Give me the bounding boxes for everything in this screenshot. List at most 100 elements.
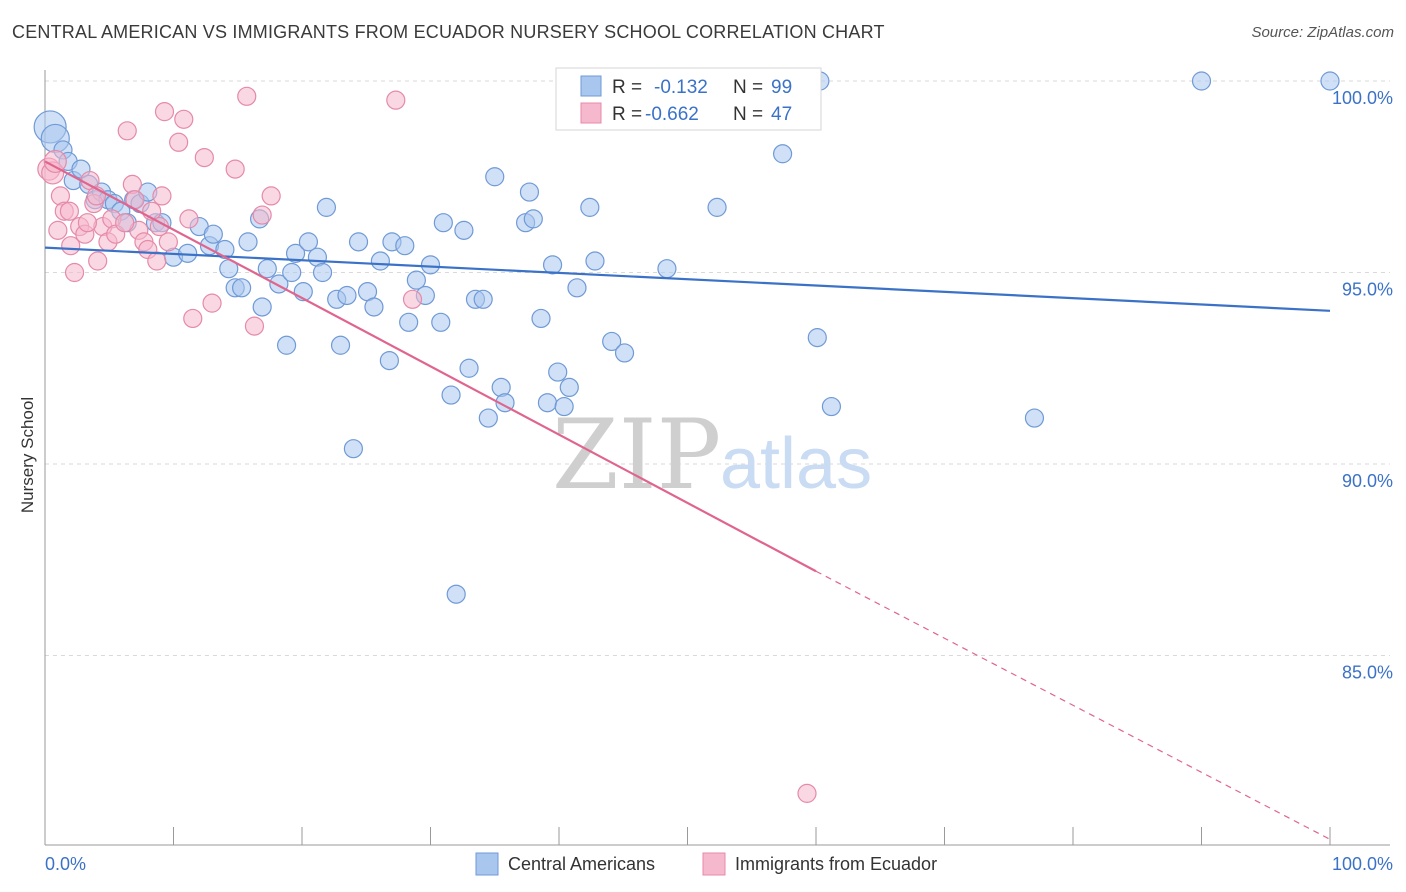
point-central-americans	[454, 220, 474, 240]
data-points	[33, 71, 1340, 803]
point-central-americans	[316, 197, 337, 217]
point-central-americans	[370, 251, 390, 271]
point-central-americans	[252, 297, 272, 317]
point-central-americans	[395, 236, 415, 256]
axes: 100.0% 95.0% 90.0% 85.0% 0.0% 100.0%	[44, 70, 1393, 874]
legend-swatch-pink	[580, 102, 602, 124]
watermark: ZIP atlas	[552, 399, 872, 511]
x-tick-label: 0.0%	[45, 854, 86, 874]
point-immigrants-ecuador	[158, 232, 178, 252]
point-immigrants-ecuador	[386, 90, 406, 110]
point-central-americans	[203, 224, 223, 244]
bottom-legend-label-1: Central Americans	[508, 854, 655, 874]
bottom-legend-swatch-blue	[475, 852, 499, 876]
point-central-americans	[298, 232, 319, 252]
legend-n-value-1: 99	[771, 77, 792, 98]
point-central-americans	[657, 259, 677, 279]
point-central-americans	[523, 209, 543, 229]
point-central-americans	[232, 278, 252, 298]
trend-line-extension-immigrants-ecuador	[815, 570, 1331, 840]
bottom-legend-label-2: Immigrants from Ecuador	[735, 854, 937, 874]
point-central-americans	[772, 144, 793, 164]
point-immigrants-ecuador	[194, 148, 214, 168]
bottom-legend-swatch-pink	[702, 852, 726, 876]
point-immigrants-ecuador	[202, 293, 222, 313]
point-immigrants-ecuador	[183, 308, 203, 329]
point-immigrants-ecuador	[179, 209, 199, 229]
trend-line-immigrants-ecuador	[44, 160, 817, 573]
point-central-americans	[282, 262, 302, 283]
point-immigrants-ecuador	[237, 86, 257, 106]
legend-n-label-1: N =	[733, 77, 763, 98]
point-central-americans	[337, 285, 357, 306]
point-immigrants-ecuador	[261, 186, 281, 206]
point-central-americans	[602, 331, 622, 352]
point-central-americans	[559, 377, 579, 397]
point-central-americans	[585, 251, 605, 271]
point-immigrants-ecuador	[154, 102, 175, 122]
correlation-legend: R = -0.132 N = 99 R = -0.662 N = 47	[555, 67, 822, 131]
point-immigrants-ecuador	[61, 236, 81, 256]
point-immigrants-ecuador	[152, 186, 172, 206]
point-immigrants-ecuador	[115, 213, 135, 233]
point-central-americans	[485, 167, 505, 187]
point-central-americans	[473, 289, 493, 309]
point-immigrants-ecuador	[252, 205, 272, 225]
y-tick-label: 95.0%	[1342, 280, 1393, 300]
point-central-americans	[285, 243, 306, 263]
point-central-americans	[614, 343, 635, 363]
point-central-americans	[399, 312, 419, 332]
legend-r-label-1: R =	[612, 77, 642, 98]
legend-swatch-blue	[580, 75, 602, 97]
point-immigrants-ecuador	[117, 121, 137, 141]
y-tick-label: 100.0%	[1332, 88, 1393, 108]
watermark-atlas: atlas	[720, 424, 872, 504]
point-immigrants-ecuador	[77, 213, 98, 233]
trend-line-central-americans	[44, 246, 1331, 312]
point-immigrants-ecuador	[43, 149, 67, 174]
point-central-americans	[821, 396, 842, 417]
point-immigrants-ecuador	[244, 316, 265, 336]
point-central-americans	[459, 358, 479, 378]
point-immigrants-ecuador	[225, 159, 245, 179]
legend-n-value-2: 47	[771, 104, 792, 125]
point-central-americans	[554, 396, 574, 417]
point-immigrants-ecuador	[174, 109, 194, 129]
legend-r-label-2: R =	[612, 104, 642, 125]
series-legend: Central Americans Immigrants from Ecuado…	[475, 852, 937, 876]
point-central-americans	[343, 439, 363, 459]
legend-r-value-1: -0.132	[654, 77, 708, 98]
point-central-americans	[238, 232, 258, 252]
watermark-zip: ZIP	[552, 399, 721, 511]
point-immigrants-ecuador	[88, 251, 108, 271]
y-tick-label: 90.0%	[1342, 471, 1393, 491]
point-central-americans	[478, 408, 498, 428]
x-tick-label: 100.0%	[1332, 854, 1393, 874]
point-central-americans	[433, 213, 453, 233]
legend-n-label-2: N =	[733, 104, 763, 125]
point-immigrants-ecuador	[59, 201, 80, 221]
grid-lines	[45, 80, 1390, 656]
point-central-americans	[548, 362, 568, 382]
point-immigrants-ecuador	[48, 220, 68, 240]
legend-r-value-2: -0.662	[645, 104, 699, 125]
point-central-americans	[330, 335, 351, 355]
point-central-americans	[379, 350, 399, 371]
point-immigrants-ecuador	[402, 289, 423, 309]
point-immigrants-ecuador	[169, 132, 189, 152]
point-central-americans	[312, 262, 333, 283]
point-central-americans	[580, 197, 600, 217]
point-central-americans	[257, 259, 277, 279]
point-central-americans	[276, 335, 297, 355]
point-central-americans	[531, 308, 551, 329]
point-central-americans	[446, 584, 466, 604]
point-central-americans	[537, 393, 558, 413]
y-tick-label: 85.0%	[1342, 663, 1393, 683]
chart-title: CENTRAL AMERICAN VS IMMIGRANTS FROM ECUA…	[12, 22, 885, 42]
point-central-americans	[707, 197, 727, 217]
point-central-americans	[420, 255, 441, 275]
point-central-americans	[1191, 71, 1212, 91]
point-central-americans	[542, 255, 563, 275]
point-immigrants-ecuador	[797, 783, 817, 803]
